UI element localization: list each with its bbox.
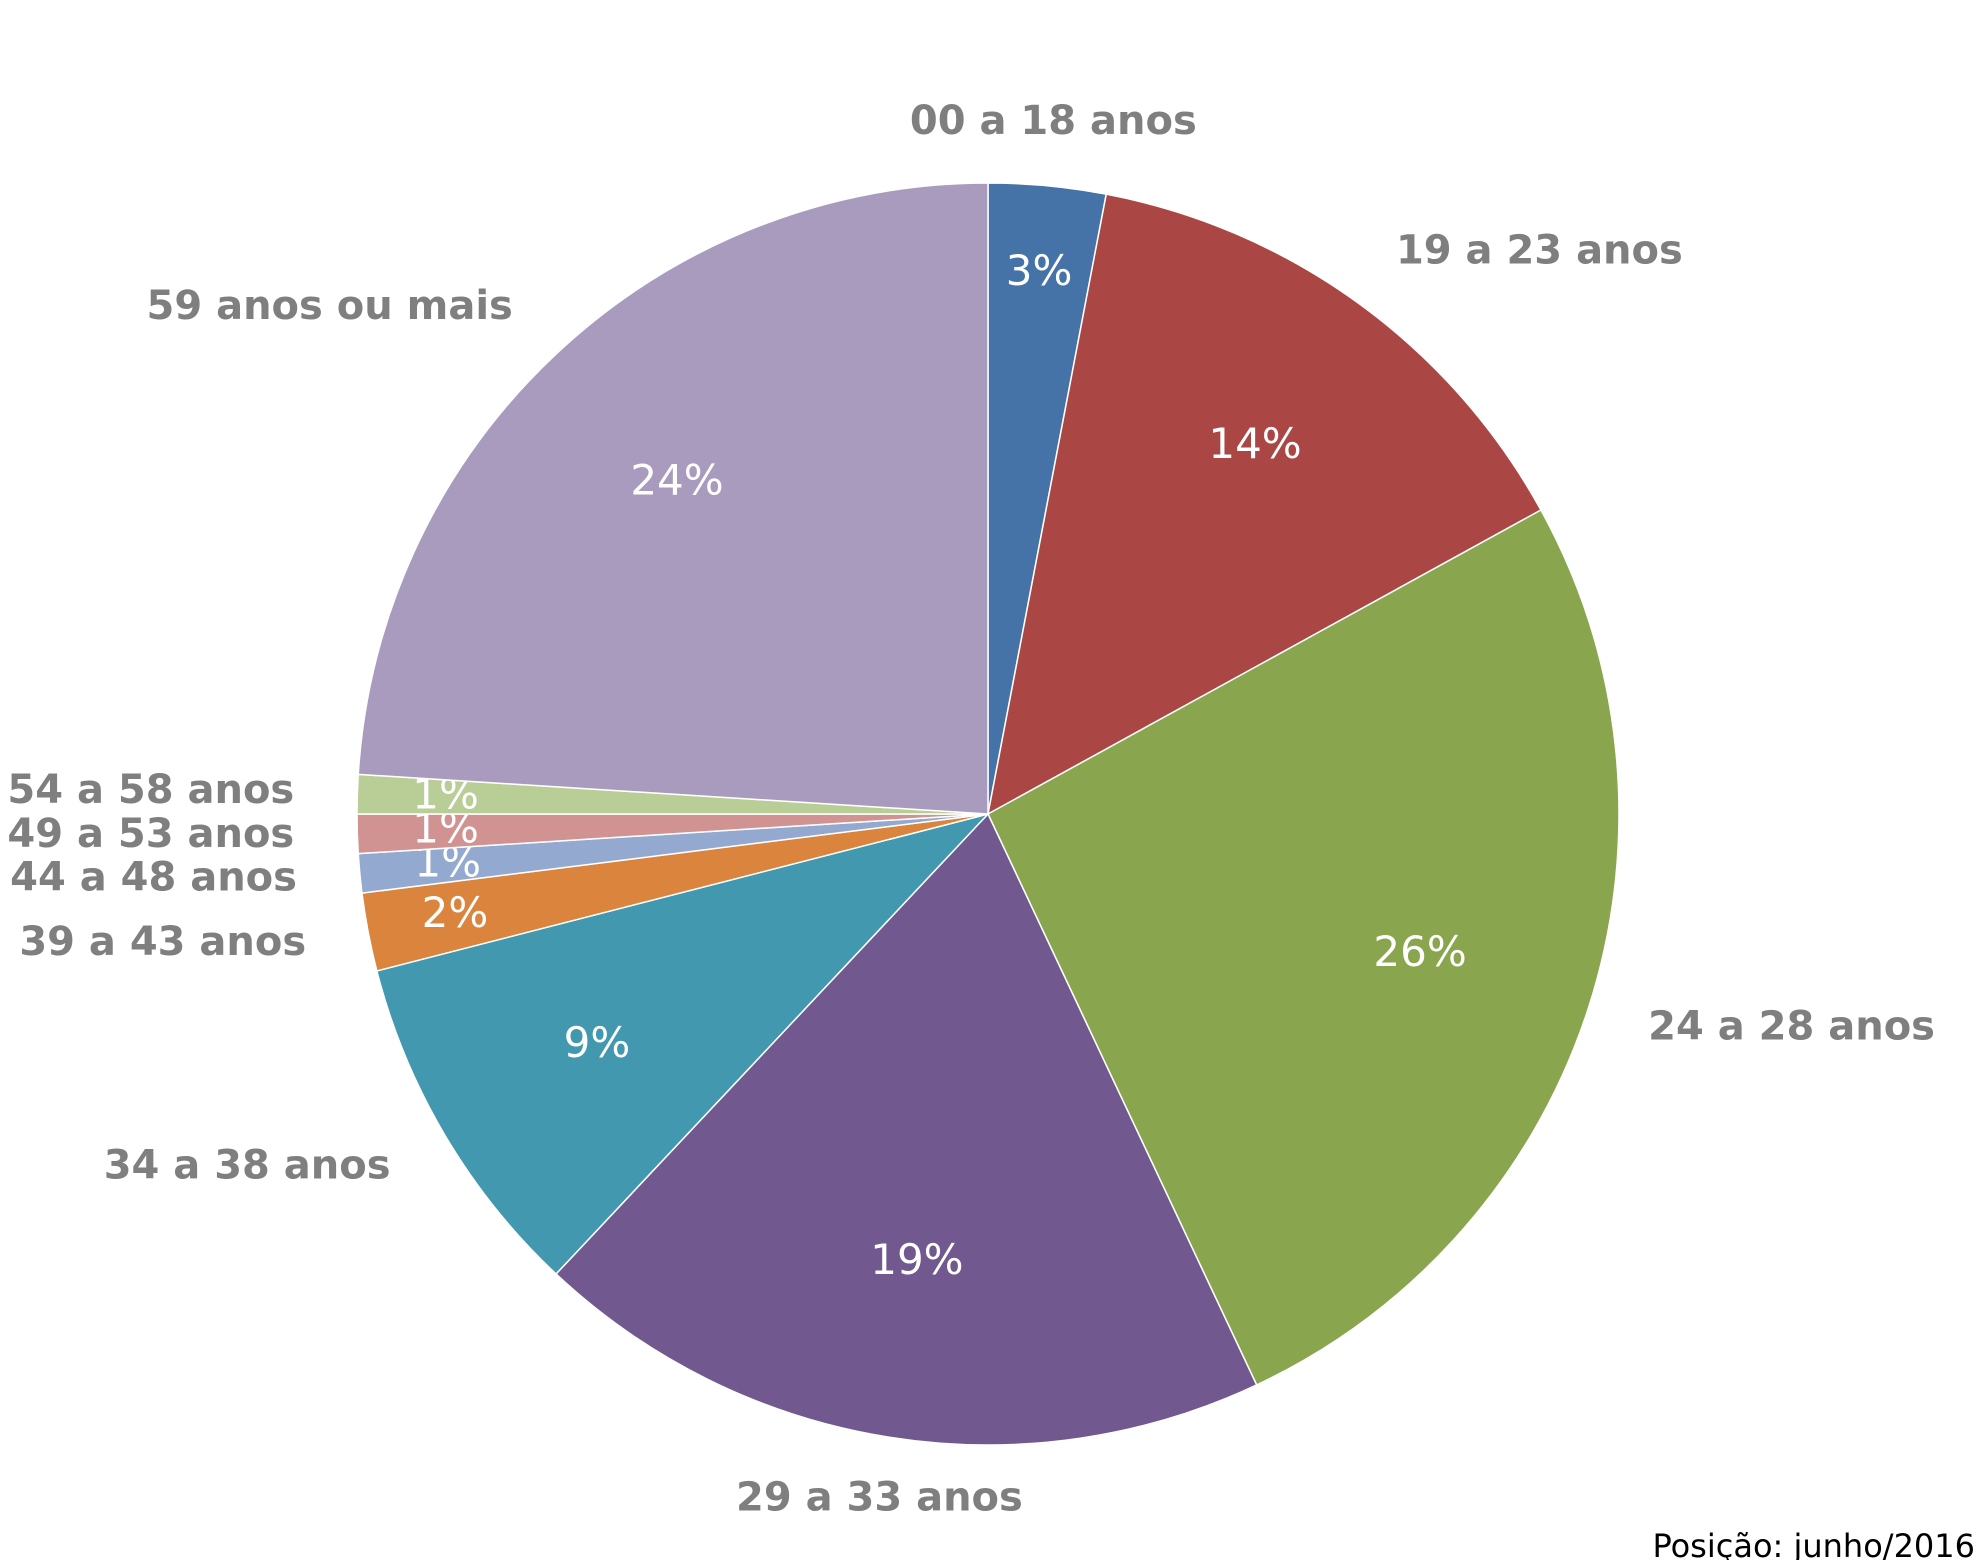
category-label: 29 a 33 anos <box>736 1475 1023 1521</box>
value-label: 26% <box>1373 927 1466 976</box>
category-label: 19 a 23 anos <box>1396 227 1683 273</box>
pie-slice <box>987 508 1620 1386</box>
note: Posição: junho/2016 <box>1652 1527 1975 1560</box>
category-label: 49 a 53 anos <box>7 811 294 857</box>
category-label: 34 a 38 anos <box>104 1142 391 1188</box>
category-label: 00 a 18 anos <box>910 98 1197 144</box>
value-label: 24% <box>630 455 723 504</box>
pie-slice <box>986 193 1542 816</box>
pie-slice <box>375 812 991 1276</box>
pie-slice <box>554 812 1258 1446</box>
category-label: 44 a 48 anos <box>10 854 297 900</box>
value-label: 2% <box>422 888 489 937</box>
category-label: 24 a 28 anos <box>1648 1003 1935 1049</box>
value-label: 14% <box>1208 419 1301 468</box>
category-label: 39 a 43 anos <box>19 919 306 965</box>
category-label: 54 a 58 anos <box>7 767 294 813</box>
category-label: 59 anos ou mais <box>146 283 512 329</box>
value-label: 9% <box>564 1018 631 1067</box>
value-label: 19% <box>870 1235 963 1284</box>
value-label: 3% <box>1006 246 1073 295</box>
pie-slice <box>357 182 989 815</box>
